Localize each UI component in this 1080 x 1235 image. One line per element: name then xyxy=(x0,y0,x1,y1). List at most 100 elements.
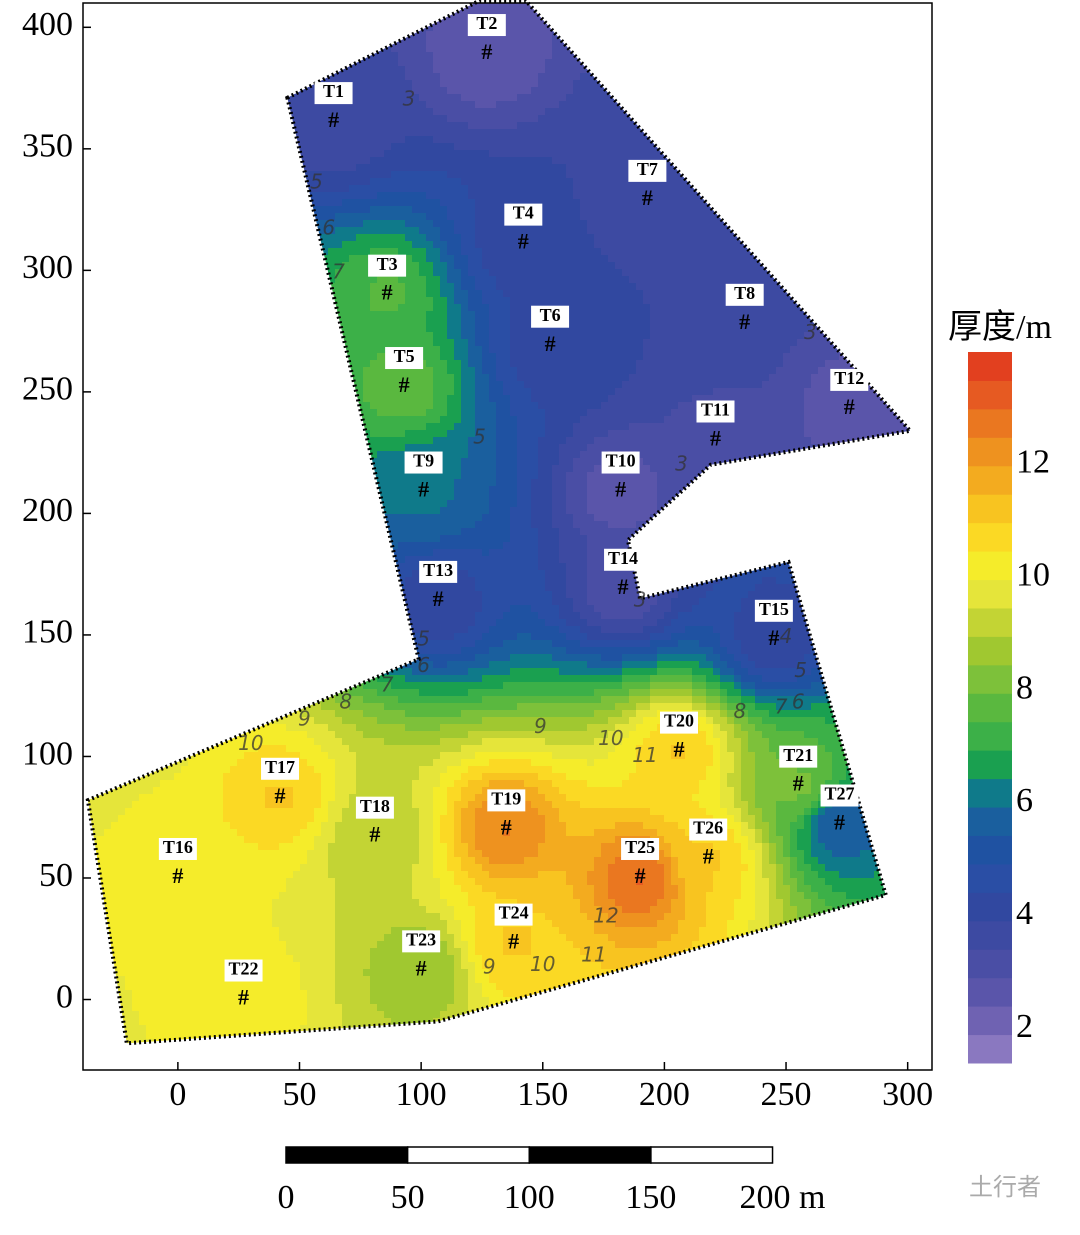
field-cell xyxy=(888,227,896,235)
field-cell xyxy=(482,143,490,151)
field-cell xyxy=(804,108,812,116)
field-cell xyxy=(482,94,490,102)
field-cell xyxy=(398,52,406,60)
field-cell xyxy=(622,255,630,263)
field-cell xyxy=(510,178,518,186)
field-cell xyxy=(447,80,455,88)
field-cell xyxy=(685,129,693,137)
field-cell xyxy=(230,150,238,158)
field-cell xyxy=(699,143,707,151)
field-cell xyxy=(923,227,931,235)
field-cell xyxy=(279,129,287,137)
field-cell xyxy=(223,108,231,116)
field-cell xyxy=(188,234,196,242)
field-cell xyxy=(230,157,238,165)
field-cell xyxy=(748,234,756,242)
field-cell xyxy=(223,129,231,137)
field-cell xyxy=(153,178,161,186)
field-cell xyxy=(251,24,259,32)
field-cell xyxy=(111,262,119,270)
field-cell xyxy=(496,276,504,284)
field-cell xyxy=(146,213,154,221)
field-cell xyxy=(538,255,546,263)
field-cell xyxy=(685,59,693,67)
field-cell xyxy=(419,213,427,221)
field-cell xyxy=(167,108,175,116)
field-cell xyxy=(874,3,882,11)
field-cell xyxy=(762,136,770,144)
field-cell xyxy=(237,136,245,144)
field-cell xyxy=(279,241,287,249)
field-cell xyxy=(398,129,406,137)
field-cell xyxy=(230,220,238,228)
field-cell xyxy=(384,10,392,18)
field-cell xyxy=(335,213,343,221)
field-cell xyxy=(111,220,119,228)
field-cell xyxy=(139,31,147,39)
field-cell xyxy=(307,178,315,186)
field-cell xyxy=(363,80,371,88)
field-cell xyxy=(342,234,350,242)
field-cell xyxy=(104,262,112,270)
field-cell xyxy=(335,24,343,32)
field-cell xyxy=(811,38,819,46)
field-cell xyxy=(811,143,819,151)
field-cell xyxy=(209,241,217,249)
field-cell xyxy=(601,108,609,116)
field-cell xyxy=(286,136,294,144)
field-cell xyxy=(755,206,763,214)
field-cell xyxy=(818,24,826,32)
field-cell xyxy=(587,129,595,137)
field-cell xyxy=(447,24,455,32)
field-cell xyxy=(244,115,252,123)
field-cell xyxy=(139,136,147,144)
field-cell xyxy=(314,129,322,137)
field-cell xyxy=(790,136,798,144)
field-cell xyxy=(447,213,455,221)
field-cell xyxy=(650,192,658,200)
field-cell xyxy=(685,122,693,130)
field-cell xyxy=(202,52,210,60)
field-cell xyxy=(559,164,567,172)
field-cell xyxy=(342,178,350,186)
field-cell xyxy=(412,269,420,277)
field-cell xyxy=(769,129,777,137)
field-cell xyxy=(412,80,420,88)
field-cell xyxy=(433,185,441,193)
field-cell xyxy=(741,122,749,130)
field-cell xyxy=(517,171,525,179)
field-cell xyxy=(356,283,364,291)
field-cell xyxy=(104,164,112,172)
field-cell xyxy=(524,157,532,165)
field-cell xyxy=(552,283,560,291)
field-cell xyxy=(734,262,742,270)
field-cell xyxy=(125,101,133,109)
field-cell xyxy=(573,101,581,109)
field-cell xyxy=(272,241,280,249)
field-cell xyxy=(496,3,504,11)
field-cell xyxy=(524,227,532,235)
field-cell xyxy=(356,24,364,32)
field-cell xyxy=(573,199,581,207)
field-cell xyxy=(706,262,714,270)
field-cell xyxy=(643,276,651,284)
field-cell xyxy=(216,234,224,242)
field-cell xyxy=(419,227,427,235)
field-cell xyxy=(755,192,763,200)
field-cell xyxy=(314,52,322,60)
field-cell xyxy=(314,108,322,116)
field-cell xyxy=(454,143,462,151)
field-cell xyxy=(671,38,679,46)
field-cell xyxy=(153,10,161,18)
field-cell xyxy=(923,73,931,81)
field-cell xyxy=(370,185,378,193)
field-cell xyxy=(125,17,133,25)
field-cell xyxy=(237,157,245,165)
field-cell xyxy=(755,31,763,39)
field-cell xyxy=(433,45,441,53)
field-cell xyxy=(678,234,686,242)
field-cell xyxy=(307,227,315,235)
field-cell xyxy=(349,227,357,235)
field-cell xyxy=(328,38,336,46)
field-cell xyxy=(587,94,595,102)
